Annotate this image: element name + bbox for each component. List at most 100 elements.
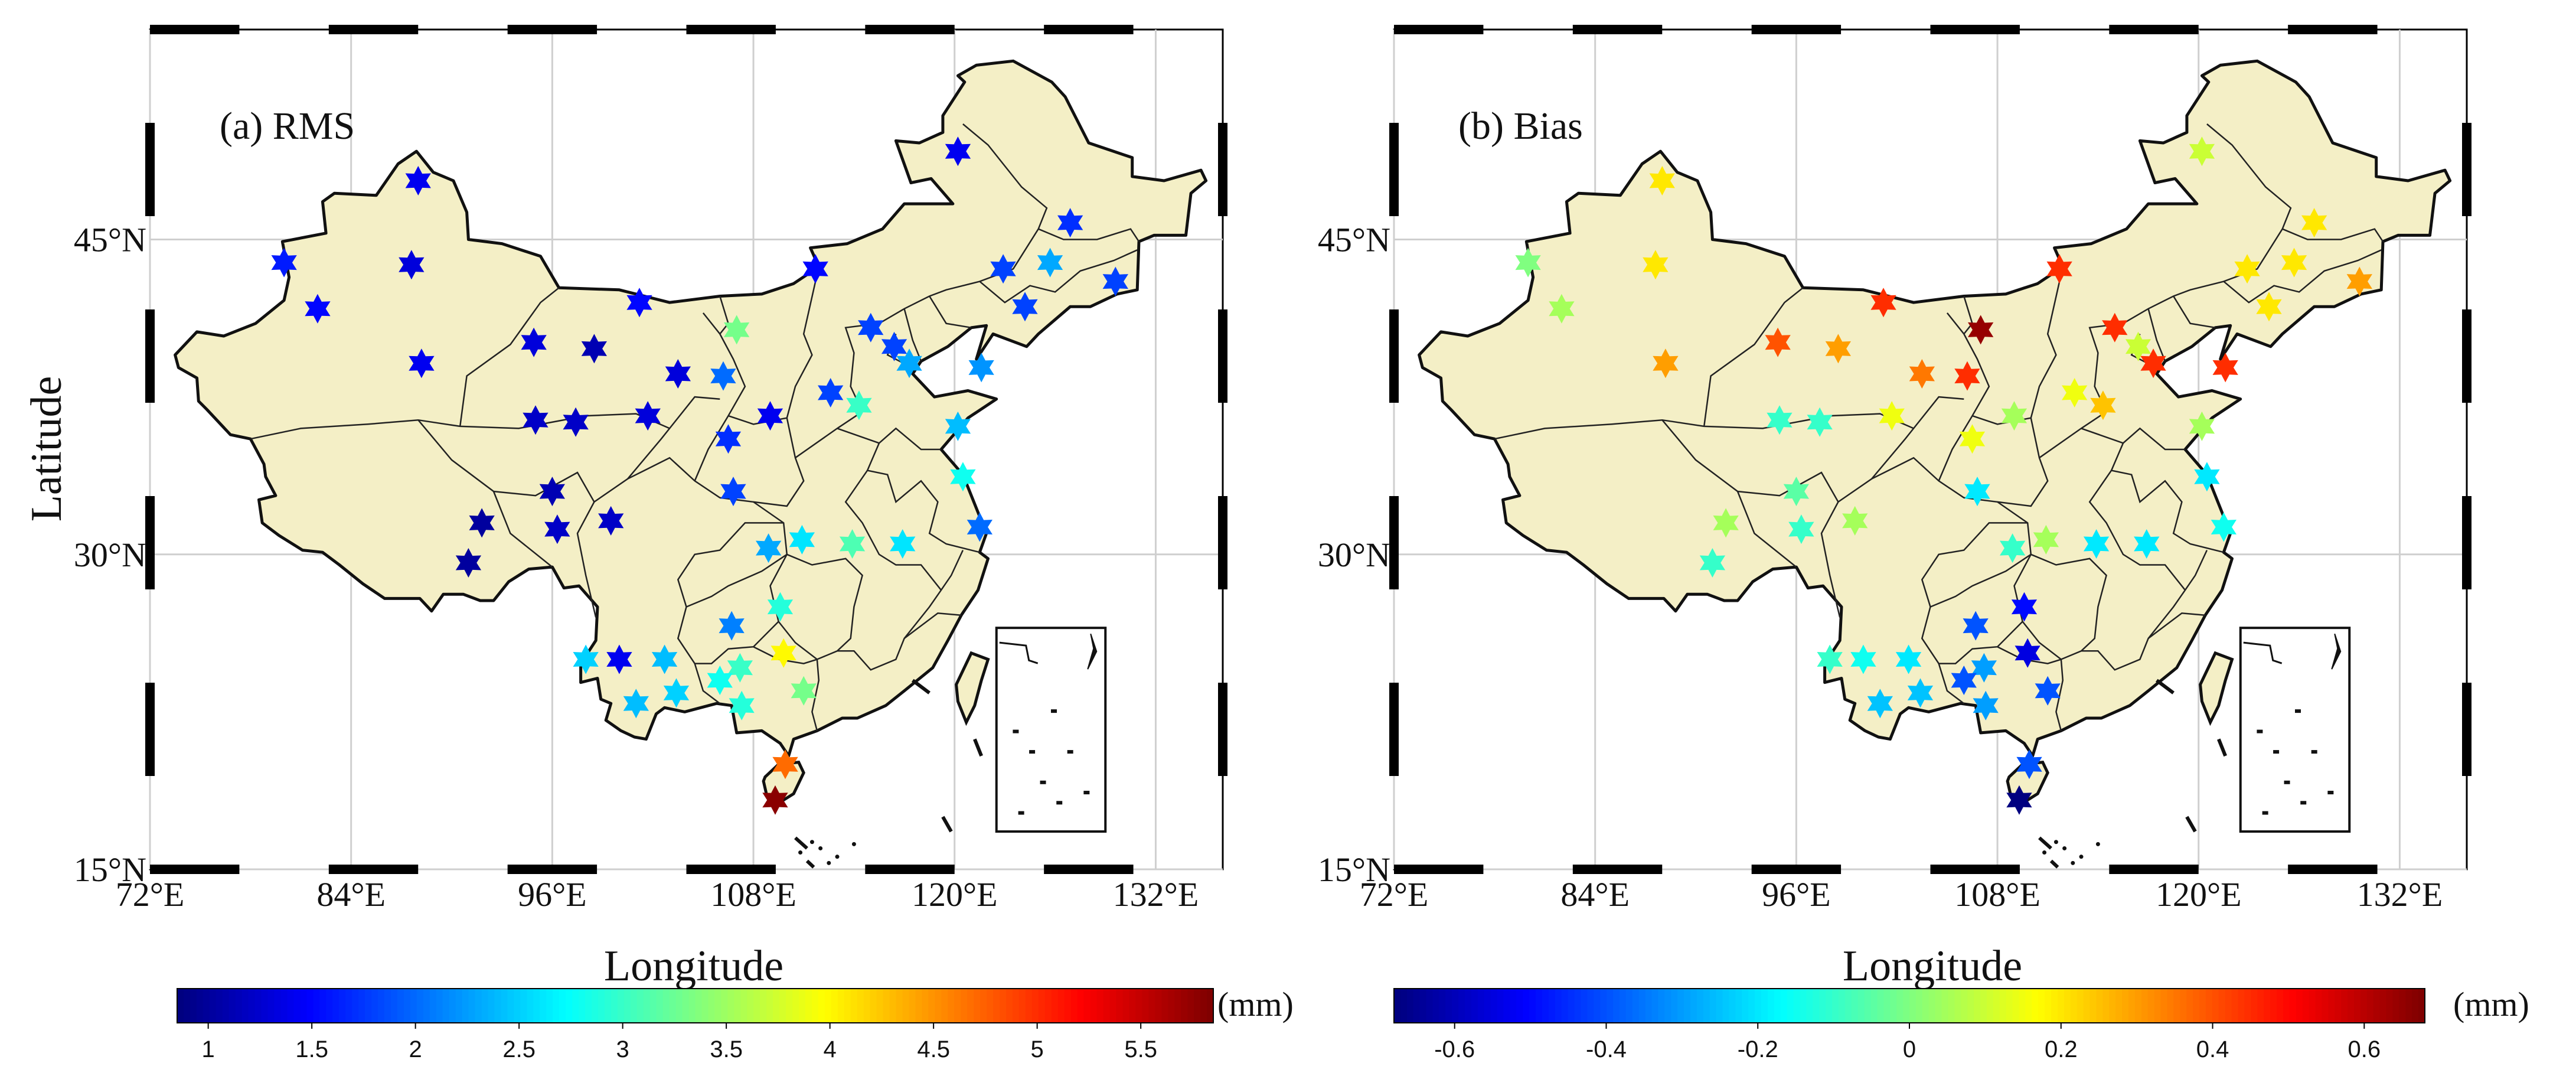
colorbar-segment <box>2180 989 2188 1023</box>
province-line <box>694 663 721 705</box>
colorbar-segment <box>941 989 949 1023</box>
boundary-dash <box>973 738 983 757</box>
colorbar-segment <box>1168 989 1176 1023</box>
colorbar-segment <box>1625 989 1633 1023</box>
station-marker <box>2035 676 2061 706</box>
colorbar-segment <box>2134 989 2142 1023</box>
province-line <box>929 295 972 329</box>
colorbar-segment <box>2418 989 2425 1023</box>
inset-island-dot <box>2300 801 2307 805</box>
station-marker <box>1783 477 1809 507</box>
station-marker <box>1515 247 1541 278</box>
colorbar-segment <box>2006 989 2013 1023</box>
inset-island-dot <box>2284 780 2290 784</box>
colorbar-segment <box>987 989 994 1023</box>
colorbar-segment <box>2057 989 2065 1023</box>
colorbar-segment <box>1755 989 1762 1023</box>
colorbar-segment <box>2360 989 2368 1023</box>
colorbar-segment <box>708 989 716 1023</box>
colorbar-segment <box>2012 989 2020 1023</box>
colorbar-segment <box>1767 989 1775 1023</box>
station-marker <box>1767 405 1793 435</box>
station-marker <box>707 666 733 695</box>
colorbar-segment <box>1426 989 1434 1023</box>
frame-tick-top <box>1751 25 1842 34</box>
colorbar-segment <box>1838 989 1846 1023</box>
colorbar-tick-label: 4 <box>824 1036 837 1062</box>
colorbar-segment <box>2064 989 2071 1023</box>
colorbar-segment <box>2289 989 2297 1023</box>
colorbar-segment <box>799 989 806 1023</box>
colorbar-segment <box>1542 989 1549 1023</box>
frame-tick-top <box>507 25 598 34</box>
colorbar-segment <box>1967 989 1975 1023</box>
taiwan-shape <box>955 651 990 726</box>
station-marker <box>2212 353 2238 383</box>
colorbar-segment <box>1961 989 1968 1023</box>
colorbar-segment <box>1632 989 1640 1023</box>
station-marker <box>1867 689 1893 719</box>
colorbar-segment <box>740 989 748 1023</box>
colorbar-segment <box>1439 989 1447 1023</box>
colorbar-segment <box>1594 989 1601 1023</box>
south-china-sea-inset <box>995 627 1107 833</box>
colorbar-segment <box>1555 989 1562 1023</box>
station-marker <box>1807 407 1833 437</box>
island-dot <box>2079 855 2084 859</box>
station-marker <box>968 353 994 383</box>
station-marker <box>1713 508 1739 538</box>
colorbar-segment <box>1432 989 1440 1023</box>
province-line <box>866 442 980 553</box>
colorbar-segment <box>948 989 955 1023</box>
colorbar-segment <box>429 989 437 1023</box>
colorbar-segment <box>2199 989 2206 1023</box>
province-line <box>795 123 1048 459</box>
station-marker <box>623 689 649 719</box>
colorbar-segment <box>1077 989 1085 1023</box>
station-marker <box>2083 529 2110 559</box>
colorbar-segment <box>228 989 236 1023</box>
frame-tick-bottom <box>2109 865 2199 874</box>
colorbar-segment <box>241 989 249 1023</box>
lat-tick-label: 45°N <box>1318 221 1390 259</box>
colorbar-segment <box>475 989 482 1023</box>
colorbar-segment <box>1031 989 1039 1023</box>
colorbar-segment <box>2167 989 2175 1023</box>
station-marker <box>858 312 884 343</box>
station-marker <box>409 348 435 379</box>
province-line <box>2173 295 2216 329</box>
colorbar-segment <box>2270 989 2278 1023</box>
colorbar-segment <box>319 989 327 1023</box>
station-marker <box>1971 653 1997 683</box>
map-border-ticks <box>1389 25 2471 874</box>
colorbar-segment <box>2173 989 2181 1023</box>
colorbar-segment <box>2205 989 2213 1023</box>
colorbar-segment <box>1090 989 1098 1023</box>
colorbar-segment <box>274 989 282 1023</box>
inset-coast <box>999 641 1039 664</box>
colorbar-segment <box>2083 989 2091 1023</box>
colorbar-segment <box>1057 989 1065 1023</box>
colorbar-segment <box>1516 989 1524 1023</box>
colorbar-segment <box>1181 989 1189 1023</box>
colorbar-segment <box>1722 989 1730 1023</box>
station-marker <box>990 254 1016 284</box>
station-marker <box>818 378 844 407</box>
station-marker <box>2125 331 2151 361</box>
frame-tick-bottom <box>686 865 776 874</box>
station-marker <box>762 785 788 815</box>
province-line <box>2147 612 2206 639</box>
colorbar-segment <box>1774 989 1781 1023</box>
colorbar-segment <box>598 989 605 1023</box>
colorbar-segment <box>1651 989 1659 1023</box>
station-marker <box>1842 506 1868 536</box>
frame-tick-left <box>145 123 155 216</box>
colorbar-segment <box>365 989 373 1023</box>
lon-tick-label: 132°E <box>1113 875 1199 914</box>
colorbar-segment <box>183 989 191 1023</box>
colorbar-tick-label: -0.6 <box>1434 1036 1475 1062</box>
station-marker <box>2256 292 2282 322</box>
colorbar-segment <box>2160 989 2168 1023</box>
frame-tick-top <box>2288 25 2378 34</box>
colorbar-segment <box>553 989 560 1023</box>
